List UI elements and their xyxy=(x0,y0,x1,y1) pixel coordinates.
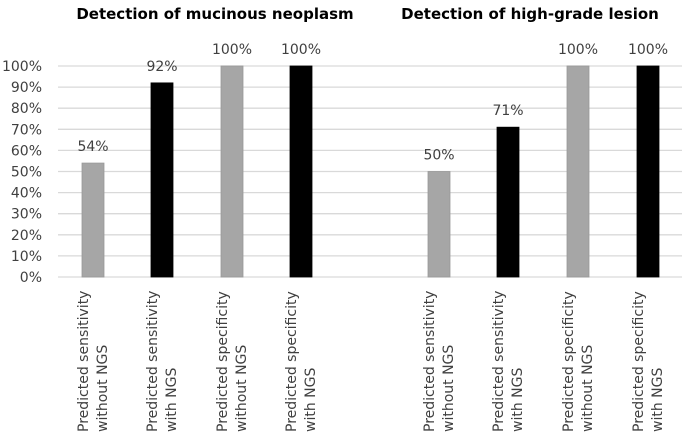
x-category-label-line: without NGS xyxy=(580,345,596,432)
bar xyxy=(566,65,590,278)
data-label: 100% xyxy=(558,42,598,58)
x-category-label-line: without NGS xyxy=(441,345,457,432)
bar xyxy=(289,65,313,278)
y-tick-label: 20% xyxy=(11,228,42,244)
y-tick-label: 60% xyxy=(11,143,42,159)
y-tick-label: 10% xyxy=(11,249,42,265)
bar xyxy=(220,65,244,278)
x-category-label-line: Predicted sensitivity xyxy=(76,291,92,432)
bar xyxy=(496,126,520,278)
y-tick-label: 70% xyxy=(11,122,42,138)
x-category-label: Predicted sensitivity without NGS xyxy=(76,291,111,432)
x-category-label-line: Predicted sensitivity xyxy=(491,291,507,432)
x-category-label-line: Predicted sensitivity xyxy=(145,291,161,432)
x-category-label: Predicted specificity with NGS xyxy=(284,291,319,432)
data-label: 71% xyxy=(492,103,523,119)
x-category-label: Predicted sensitivity with NGS xyxy=(145,291,180,432)
y-tick-label: 100% xyxy=(2,59,42,75)
data-label: 100% xyxy=(212,42,252,58)
x-category-label-line: without NGS xyxy=(234,345,250,432)
x-category-label: Predicted sensitivity with NGS xyxy=(491,291,526,432)
data-label: 92% xyxy=(146,59,177,75)
chart-title-mucinous: Detection of mucinous neoplasm xyxy=(76,5,353,23)
x-category-label-line: Predicted sensitivity xyxy=(422,291,438,432)
x-category-label-line: Predicted specificity xyxy=(561,291,577,432)
bar xyxy=(427,171,451,278)
bar xyxy=(150,82,174,278)
data-label: 54% xyxy=(77,139,108,155)
y-tick-label: 80% xyxy=(11,101,42,117)
data-label: 100% xyxy=(281,42,321,58)
x-category-label: Predicted specificity without NGS xyxy=(215,291,250,432)
bar xyxy=(636,65,660,278)
x-category-label-line: Predicted specificity xyxy=(215,291,231,432)
x-category-label-line: without NGS xyxy=(95,345,111,432)
y-tick-label: 30% xyxy=(11,207,42,223)
x-category-label-line: with NGS xyxy=(650,368,666,432)
y-tick-label: 90% xyxy=(11,80,42,96)
bar xyxy=(81,162,105,278)
x-category-label-line: with NGS xyxy=(303,368,319,432)
data-label: 100% xyxy=(628,42,668,58)
chart-title-high-grade: Detection of high-grade lesion xyxy=(401,5,659,23)
y-tick-label: 40% xyxy=(11,186,42,202)
y-tick-label: 50% xyxy=(11,165,42,181)
x-category-label-line: with NGS xyxy=(510,368,526,432)
y-tick-label: 0% xyxy=(20,270,42,286)
x-category-label: Predicted specificity without NGS xyxy=(561,291,596,432)
x-category-label: Predicted sensitivity without NGS xyxy=(422,291,457,432)
x-category-label-line: with NGS xyxy=(164,368,180,432)
x-category-label-line: Predicted specificity xyxy=(284,291,300,432)
data-label: 50% xyxy=(423,148,454,164)
x-category-label-line: Predicted specificity xyxy=(631,291,647,432)
x-category-label: Predicted specificity with NGS xyxy=(631,291,666,432)
